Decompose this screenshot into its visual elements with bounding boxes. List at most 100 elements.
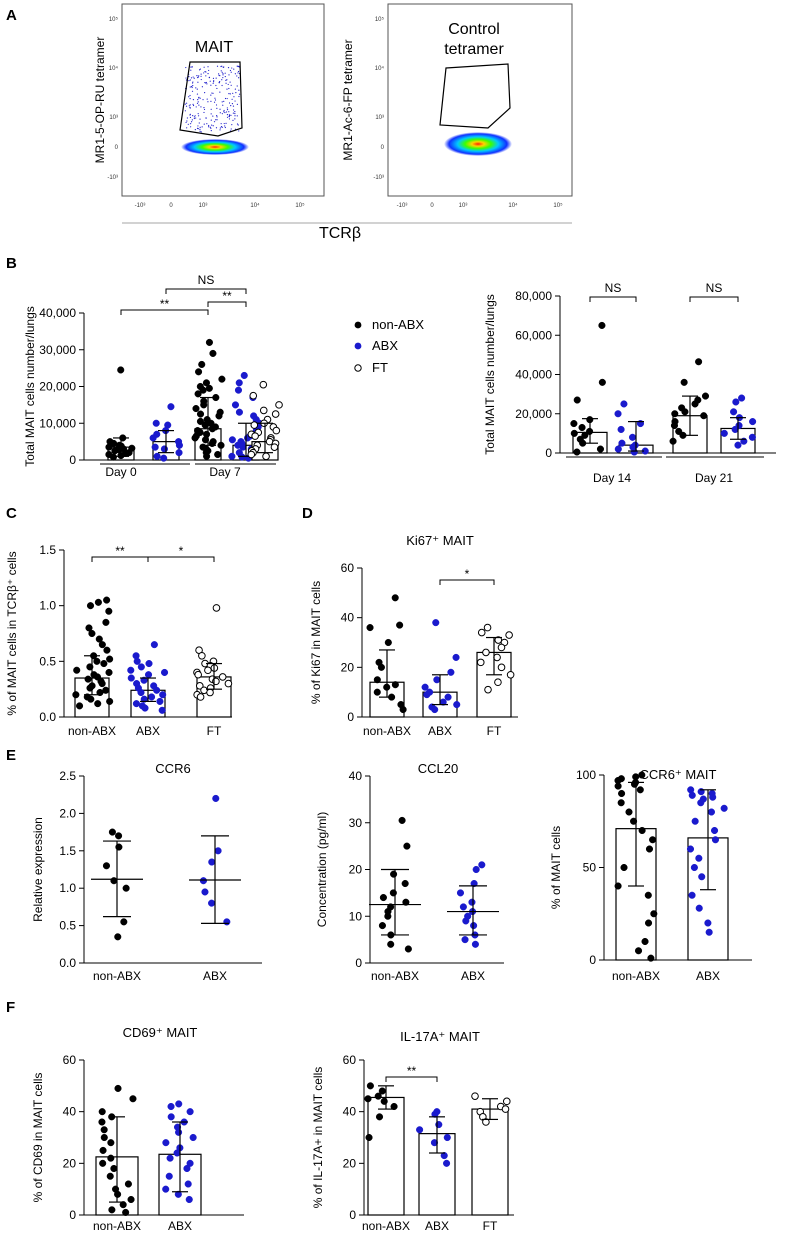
flow-event-38: [201, 126, 203, 128]
f-il17-bar-0: [367, 1096, 405, 1216]
flow-event-76: [224, 111, 226, 114]
flow-event-135: [218, 82, 220, 84]
b-right-point-2-13: [669, 437, 677, 445]
b-left-point-2-4: [218, 375, 226, 383]
f-cd69-point-0-18: [108, 1206, 116, 1214]
d-point-1-7: [444, 693, 452, 701]
flow-event-52: [205, 75, 207, 77]
e-ccr6-mait-point-0-17: [644, 891, 652, 899]
flow-event-141: [238, 77, 240, 79]
c-point-2-13: [224, 679, 233, 688]
flow-event-198: [228, 116, 230, 118]
flow-event-134: [229, 93, 231, 95]
e-ccr6-point-1-4: [201, 888, 209, 896]
flow-event-51: [210, 94, 212, 96]
e-ccl20-point-1-0: [478, 861, 486, 869]
e-ccr6-point-1-0: [212, 794, 220, 802]
f-cd69-point-0-16: [127, 1195, 135, 1204]
f-cd69-xlabel-1: ABX: [168, 1219, 192, 1233]
c-point-0-12: [93, 657, 101, 665]
c-point-1-7: [144, 671, 153, 679]
flow-event-245: [199, 118, 201, 120]
flow-event-258: [226, 116, 229, 118]
f-cd69-point-0-12: [106, 1172, 114, 1180]
flow-left-ylabel: MR1-5-OP-RU tetramer: [93, 37, 107, 164]
d-point-0-6: [373, 676, 381, 684]
flow-event-88: [221, 71, 223, 73]
f-il17-ytick-label-1: 20: [343, 1156, 357, 1170]
flow-event-18: [185, 77, 187, 79]
flow-event-206: [197, 125, 199, 127]
f-cd69-point-0-10: [99, 1159, 107, 1167]
flow-event-185: [208, 69, 210, 72]
flow-right-xtick-1e3: 10³: [459, 203, 468, 209]
e-ccl20-point-1-2: [470, 879, 478, 888]
flow-event-145: [236, 115, 238, 117]
e-ccl20-xlabel-1: ABX: [461, 969, 485, 983]
c-ylabel: % of MAIT cells in TCRβ⁺ cells: [5, 551, 19, 715]
c-point-0-29: [106, 697, 114, 705]
f-cd69-ytick-label-3: 60: [63, 1053, 77, 1067]
b-left-point-4-7: [250, 421, 259, 429]
flow-event-71: [223, 122, 225, 125]
flow-event-229: [189, 114, 191, 116]
flow-event-67: [198, 97, 200, 99]
c-point-2-7: [204, 666, 212, 675]
flow-event-222: [190, 66, 192, 68]
d-ytick-label-1: 20: [341, 660, 355, 674]
flow-event-208: [192, 99, 195, 101]
b-left-ytick-label-0: 0: [69, 453, 76, 467]
flow-event-113: [228, 111, 230, 113]
flow-event-110: [193, 77, 195, 79]
e-ccr6-mait-point-0-19: [644, 919, 653, 927]
d-point-0-12: [399, 706, 407, 714]
f-cd69-point-0-9: [107, 1154, 115, 1162]
flow-event-27: [236, 85, 238, 87]
flow-event-194: [198, 122, 200, 124]
flow-event-116: [219, 129, 221, 131]
flow-event-151: [197, 101, 199, 103]
flow-event-239: [192, 104, 195, 107]
f-il17-point-1-6: [440, 1152, 448, 1160]
e-ccl20-point-1-9: [470, 922, 478, 930]
d-point-2-2: [505, 631, 513, 639]
f-il17-point-0-7: [365, 1133, 373, 1142]
b-left-point-2-15: [196, 410, 205, 418]
flow-event-192: [192, 115, 194, 117]
d-point-2-0: [483, 623, 492, 632]
b-right-point-2-6: [681, 408, 689, 416]
b-left-point-4-1: [249, 391, 258, 400]
c-ytick-label-2: 1.0: [39, 599, 56, 613]
e-ccr6-mait-point-0-14: [645, 845, 654, 853]
b-left-point-3-0: [240, 371, 248, 380]
flow-event-70: [195, 117, 197, 119]
c-xlabel-1: ABX: [136, 724, 160, 738]
flow-left-ytick-1e5: 10⁵: [109, 16, 119, 23]
b-right-point-0-5: [578, 423, 586, 432]
b-left-point-1-12: [160, 454, 168, 462]
e-ccr6-mait-point-1-19: [705, 928, 713, 936]
b-left-point-4-0: [259, 380, 268, 389]
f-cd69-point-1-8: [162, 1139, 170, 1147]
flow-event-64: [206, 98, 208, 100]
flow-event-86: [228, 118, 231, 120]
flow-event-195: [210, 119, 212, 121]
flow-event-22: [218, 73, 220, 75]
flow-event-40: [201, 86, 203, 88]
flow-event-241: [229, 81, 231, 83]
flow-event-238: [188, 96, 190, 98]
flow-event-20: [185, 66, 187, 69]
e-ccr6-point-1-1: [214, 847, 222, 855]
flow-event-109: [208, 126, 210, 128]
d-sig-label-0: *: [465, 567, 470, 581]
e-ccl20-ylabel: Concentration (pg/ml): [315, 812, 329, 927]
e-ccr6-ytick-label-2: 1.0: [59, 881, 76, 895]
f-il17-sig-label-0: **: [407, 1064, 417, 1078]
e-ccr6-mait-ytick-label-1: 50: [583, 861, 597, 875]
flow-event-159: [210, 113, 212, 115]
flow-right-ytick-neg: -10³: [373, 175, 384, 181]
d-point-2-9: [497, 663, 506, 672]
flow-xlabel: TCRβ: [319, 225, 361, 242]
